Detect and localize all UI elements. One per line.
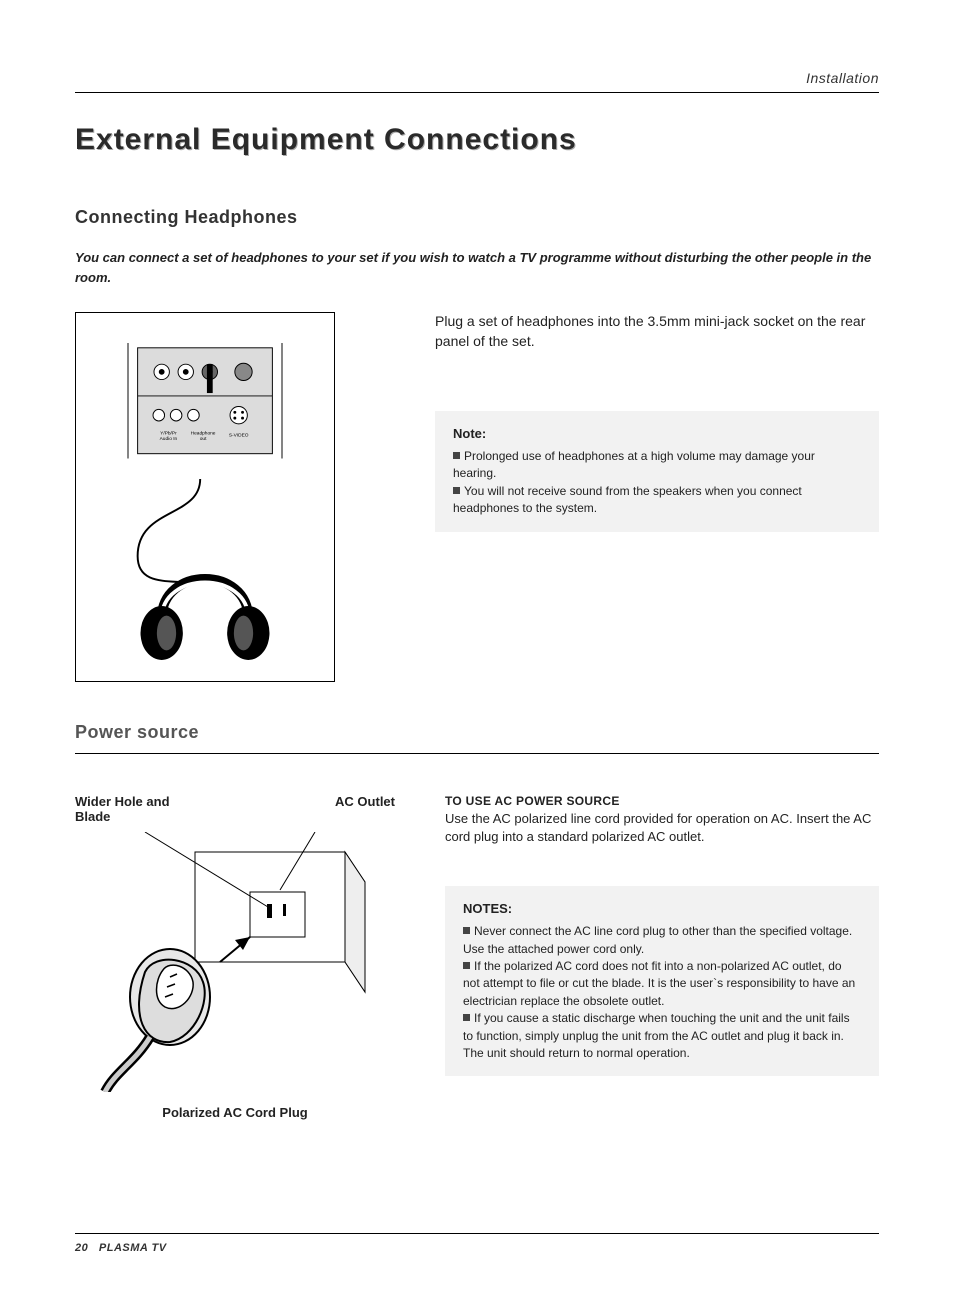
power-section: Wider Hole and Blade AC Outlet — [75, 794, 879, 1120]
page-footer: 20 PLASMA TV — [75, 1233, 879, 1254]
bullet-icon — [463, 1014, 470, 1021]
headphones-icon — [105, 479, 305, 672]
bullet-icon — [453, 487, 460, 494]
power-text-col: TO USE AC POWER SOURCE Use the AC polari… — [445, 794, 879, 1120]
notes-title: NOTES: — [463, 900, 861, 919]
svg-text:S-VIDEO: S-VIDEO — [229, 432, 249, 438]
note-text: You will not receive sound from the spea… — [453, 484, 802, 515]
headphones-note-box: Note: Prolonged use of headphones at a h… — [435, 411, 879, 531]
power-notes-box: NOTES: Never connect the AC line cord pl… — [445, 886, 879, 1076]
headphones-section: Y/Pb/Pr Audio In Headphone out S-VIDEO — [75, 312, 879, 682]
rear-panel-icon: Y/Pb/Pr Audio In Headphone out S-VIDEO — [115, 343, 295, 459]
section-divider — [75, 753, 879, 754]
note-text: Never connect the AC line cord plug to o… — [463, 924, 852, 955]
svg-text:Y/Pb/Pr: Y/Pb/Pr — [160, 430, 177, 436]
power-diagram-icon — [75, 832, 375, 1092]
note-item: If you cause a static discharge when tou… — [463, 1010, 861, 1062]
wider-hole-label: Wider Hole and Blade — [75, 794, 175, 824]
power-diagram-container: Wider Hole and Blade AC Outlet — [75, 794, 395, 1120]
power-label-row: Wider Hole and Blade AC Outlet — [75, 794, 395, 824]
ac-outlet-label: AC Outlet — [335, 794, 395, 824]
headphones-diagram-container: Y/Pb/Pr Audio In Headphone out S-VIDEO — [75, 312, 375, 682]
note-item: If the polarized AC cord does not fit in… — [463, 958, 861, 1010]
power-subtitle: Power source — [75, 722, 879, 743]
bullet-icon — [463, 927, 470, 934]
svg-text:Headphone: Headphone — [191, 430, 216, 436]
headphones-instruction: Plug a set of headphones into the 3.5mm … — [435, 312, 879, 351]
svg-text:out: out — [200, 436, 207, 442]
note-text: If you cause a static discharge when tou… — [463, 1011, 850, 1060]
note-text: If the polarized AC cord does not fit in… — [463, 959, 855, 1008]
page-title: External Equipment Connections — [75, 123, 879, 157]
note-title: Note: — [453, 425, 861, 444]
product-name: PLASMA TV — [99, 1242, 167, 1254]
headphones-subtitle: Connecting Headphones — [75, 207, 879, 228]
bullet-icon — [453, 452, 460, 459]
headphones-diagram: Y/Pb/Pr Audio In Headphone out S-VIDEO — [75, 312, 335, 682]
note-text: Prolonged use of headphones at a high vo… — [453, 449, 815, 480]
power-use-heading: TO USE AC POWER SOURCE — [445, 794, 879, 808]
power-use-body: Use the AC polarized line cord provided … — [445, 810, 879, 846]
page-number: 20 — [75, 1242, 88, 1254]
bullet-icon — [463, 962, 470, 969]
polarized-plug-label: Polarized AC Cord Plug — [75, 1105, 395, 1120]
note-item: Prolonged use of headphones at a high vo… — [453, 448, 861, 483]
headphones-intro: You can connect a set of headphones to y… — [75, 248, 879, 287]
header-section-label: Installation — [75, 70, 879, 93]
svg-text:Audio In: Audio In — [160, 436, 178, 442]
note-item: You will not receive sound from the spea… — [453, 483, 861, 518]
headphones-text-col: Plug a set of headphones into the 3.5mm … — [435, 312, 879, 682]
note-item: Never connect the AC line cord plug to o… — [463, 923, 861, 958]
